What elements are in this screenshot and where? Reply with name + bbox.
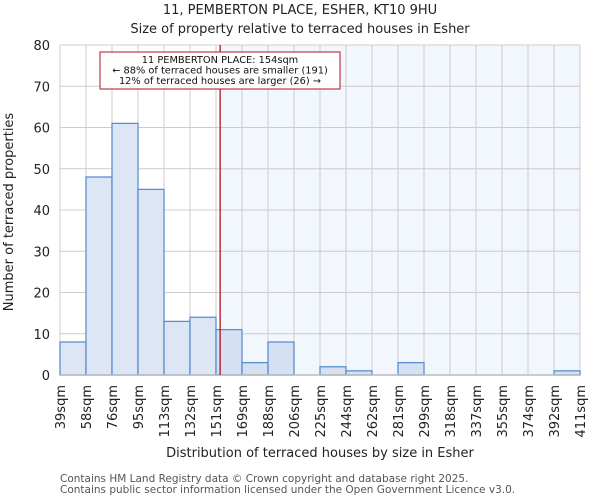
y-axis-label: Number of terraced properties (2, 113, 17, 312)
x-tick-label: 318sqm (444, 385, 459, 438)
histogram-bar (319, 366, 347, 376)
footer-copyright: Contains HM Land Registry data © Crown c… (60, 473, 469, 485)
y-tick-label: 50 (33, 163, 50, 178)
histogram-bar (397, 361, 425, 376)
x-tick-label: 58sqm (80, 385, 95, 429)
x-tick-label: 392sqm (548, 385, 563, 438)
x-tick-label: 113sqm (158, 385, 173, 438)
x-tick-label: 374sqm (522, 385, 537, 438)
chart-subtitle: Size of property relative to terraced ho… (130, 22, 470, 37)
footer-licence: Contains public sector information licen… (60, 484, 516, 496)
x-tick-label: 225sqm (314, 385, 329, 438)
x-tick-label: 132sqm (184, 385, 199, 438)
histogram-bar (59, 341, 87, 376)
histogram-bar (267, 341, 295, 376)
histogram-bar (137, 188, 165, 376)
x-tick-label: 299sqm (418, 385, 433, 438)
annotation-text: 11 PEMBERTON PLACE: 154sqm (142, 55, 298, 66)
x-tick-label: 151sqm (210, 385, 225, 438)
annotation-box (99, 51, 341, 90)
x-tick-label: 169sqm (236, 385, 251, 438)
x-tick-label: 337sqm (470, 385, 485, 438)
x-tick-label: 206sqm (288, 385, 303, 438)
histogram-bar (85, 176, 113, 376)
histogram-bar (241, 361, 269, 376)
y-tick-label: 20 (33, 287, 50, 302)
annotation-text: ← 88% of terraced houses are smaller (19… (112, 66, 328, 77)
x-tick-label: 76sqm (106, 385, 121, 429)
x-tick-label: 281sqm (392, 385, 407, 438)
y-tick-label: 70 (33, 80, 50, 95)
histogram-bar (163, 320, 191, 376)
y-tick-label: 40 (33, 204, 50, 219)
chart-title: 11, PEMBERTON PLACE, ESHER, KT10 9HU (162, 3, 438, 18)
x-tick-label: 95sqm (132, 385, 147, 429)
x-tick-label: 244sqm (340, 385, 355, 438)
annotation-text: 12% of terraced houses are larger (26) → (119, 76, 321, 87)
histogram-bar (111, 122, 139, 376)
y-tick-label: 10 (33, 328, 50, 343)
x-tick-label: 188sqm (262, 385, 277, 438)
y-tick-label: 0 (42, 369, 50, 384)
x-tick-label: 262sqm (366, 385, 381, 438)
x-axis-label: Distribution of terraced houses by size … (166, 446, 474, 461)
y-tick-label: 30 (33, 245, 50, 260)
x-tick-label: 355sqm (496, 385, 511, 438)
x-tick-label: 411sqm (574, 385, 589, 438)
x-tick-label: 39sqm (54, 385, 69, 429)
histogram-bar (189, 316, 217, 376)
y-tick-label: 60 (33, 122, 50, 137)
y-tick-label: 80 (33, 39, 50, 54)
